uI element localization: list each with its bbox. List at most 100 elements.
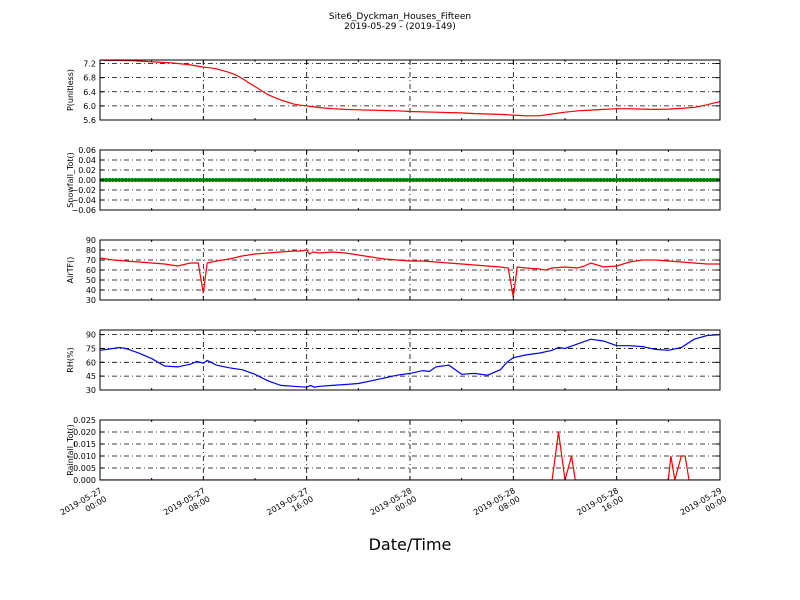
data-point xyxy=(327,178,332,182)
y-tick-label: 0.04 xyxy=(78,156,96,165)
data-point xyxy=(236,178,241,182)
y-tick-label: 5.6 xyxy=(83,116,96,125)
data-point xyxy=(246,178,251,182)
data-point xyxy=(204,178,209,182)
data-point xyxy=(617,178,622,182)
data-point xyxy=(462,178,467,182)
panel-1: 5.6 6.0 6.4 6.8 7.2 P(unitless) xyxy=(66,59,721,125)
data-point xyxy=(682,178,687,182)
data-point xyxy=(621,178,626,182)
data-point xyxy=(243,178,248,182)
data-point xyxy=(307,178,312,182)
data-point xyxy=(117,178,122,182)
data-point xyxy=(375,178,380,182)
data-point xyxy=(395,178,400,182)
data-point xyxy=(146,178,151,182)
data-point xyxy=(679,178,684,182)
data-point xyxy=(227,178,232,182)
panel-4: 30 45 60 75 90 RH(%) xyxy=(66,329,721,395)
data-point xyxy=(359,178,364,182)
data-point xyxy=(207,178,212,182)
data-point xyxy=(301,178,306,182)
series-group xyxy=(100,60,720,117)
x-tick-label: 2019-05-2716:00 xyxy=(265,486,315,525)
data-point xyxy=(511,178,516,182)
data-point xyxy=(498,178,503,182)
y-axis-label: Snowfall_Tot() xyxy=(66,152,75,208)
data-point xyxy=(559,178,564,182)
data-point xyxy=(282,178,287,182)
x-tick-label: 2019-05-2900:00 xyxy=(679,486,729,525)
data-point xyxy=(701,178,706,182)
data-point xyxy=(449,178,454,182)
series-line xyxy=(100,60,720,117)
data-point xyxy=(530,178,535,182)
data-point xyxy=(139,178,144,182)
y-tick-label: 90 xyxy=(86,236,96,245)
data-point xyxy=(650,178,655,182)
data-point xyxy=(424,178,429,182)
data-point xyxy=(504,178,509,182)
data-point xyxy=(608,178,613,182)
y-tick-label: 0.000 xyxy=(73,476,96,485)
data-point xyxy=(427,178,432,182)
y-tick-label: 90 xyxy=(86,331,96,340)
data-point xyxy=(501,178,506,182)
data-point xyxy=(659,178,664,182)
data-point xyxy=(356,178,361,182)
y-tick-label: 0.015 xyxy=(73,440,96,449)
data-point xyxy=(104,178,109,182)
data-point xyxy=(369,178,374,182)
data-point xyxy=(411,178,416,182)
data-point xyxy=(575,178,580,182)
data-point xyxy=(388,178,393,182)
data-point xyxy=(288,178,293,182)
data-point xyxy=(537,178,542,182)
data-point xyxy=(527,178,532,182)
data-point xyxy=(676,178,681,182)
data-point xyxy=(604,178,609,182)
data-point xyxy=(159,178,164,182)
panel-2: −0.06−0.04−0.020.000.020.040.06Snowfall_… xyxy=(66,146,721,215)
data-point xyxy=(669,178,674,182)
data-point xyxy=(553,178,558,182)
data-point xyxy=(398,178,403,182)
data-point xyxy=(698,178,703,182)
data-point xyxy=(372,178,377,182)
y-tick-label: 7.2 xyxy=(83,60,96,69)
data-point xyxy=(107,178,112,182)
y-tick-label: 60 xyxy=(86,266,96,275)
data-point xyxy=(563,178,567,182)
data-point xyxy=(343,178,348,182)
y-tick-label: 60 xyxy=(86,358,96,367)
y-tick-label: 6.8 xyxy=(83,74,96,83)
data-point xyxy=(298,178,303,182)
data-point xyxy=(521,178,526,182)
data-point xyxy=(692,178,697,182)
data-point xyxy=(414,178,419,182)
y-tick-label: −0.04 xyxy=(71,196,96,205)
y-tick-label: 45 xyxy=(86,372,96,381)
data-point xyxy=(259,178,264,182)
y-tick-label: 0.02 xyxy=(78,166,96,175)
data-point xyxy=(330,178,335,182)
data-point xyxy=(172,178,177,182)
data-point xyxy=(582,178,587,182)
data-point xyxy=(598,178,603,182)
data-point xyxy=(346,178,351,182)
data-point xyxy=(188,178,193,182)
data-point xyxy=(262,178,267,182)
data-point xyxy=(165,178,170,182)
data-point xyxy=(220,178,225,182)
data-point xyxy=(349,178,354,182)
y-tick-label: −0.02 xyxy=(71,186,96,195)
data-point xyxy=(466,178,471,182)
data-point xyxy=(685,178,690,182)
data-point xyxy=(485,178,490,182)
data-point xyxy=(175,178,180,182)
data-point xyxy=(353,178,358,182)
data-point xyxy=(211,178,216,182)
x-tick-label: 2019-05-2816:00 xyxy=(575,486,625,525)
data-point xyxy=(130,178,135,182)
